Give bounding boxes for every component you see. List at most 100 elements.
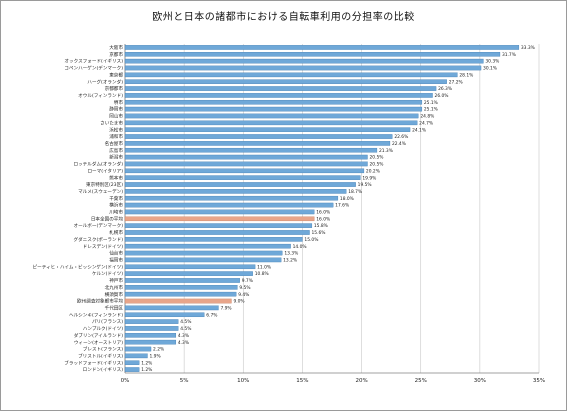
bar-26 <box>124 223 313 228</box>
bar-30 <box>124 250 283 256</box>
value-label-30: 13.3% <box>284 251 298 257</box>
category-label-45: ブリストル(イギリス) <box>78 352 123 359</box>
bar-35 <box>124 285 238 290</box>
bar-8 <box>124 99 423 105</box>
bar-5 <box>124 79 447 84</box>
bar-21 <box>124 189 347 194</box>
value-label-9: 25.1% <box>424 107 438 113</box>
category-label-39: ヘルシンキ(フィンランド) <box>69 312 123 318</box>
bar-38 <box>124 305 219 311</box>
bar-36 <box>124 291 237 297</box>
x-tick-label-7: 35% <box>533 378 545 384</box>
value-label-46: 1.2% <box>141 360 152 366</box>
x-tick-label-4: 20% <box>355 378 367 384</box>
bar-15 <box>124 147 378 153</box>
category-label-24: 川崎市 <box>109 209 123 216</box>
value-label-2: 30.3% <box>485 59 499 65</box>
value-label-4: 28.1% <box>459 72 473 78</box>
bar-14 <box>124 141 391 146</box>
bar-11 <box>124 120 418 126</box>
bar-34 <box>124 278 240 283</box>
bar-27 <box>124 230 310 235</box>
bar-32 <box>124 264 256 270</box>
value-label-12: 24.1% <box>412 127 426 133</box>
category-label-42: ダブリン(アイルランド) <box>74 332 124 339</box>
category-label-17: ロッテルダム(オランダ) <box>73 161 123 168</box>
value-label-0: 33.3% <box>521 45 535 51</box>
bar-28 <box>124 237 303 242</box>
bar-39 <box>124 312 205 318</box>
x-tick-label-5: 25% <box>415 378 427 384</box>
value-label-17: 20.5% <box>369 162 383 168</box>
value-label-15: 21.3% <box>379 148 393 154</box>
value-label-26: 15.8% <box>314 223 328 229</box>
bar-18 <box>124 168 365 174</box>
category-label-3: コペンハーゲン(デンマーク) <box>64 65 123 72</box>
value-label-28: 15.0% <box>304 237 318 243</box>
category-label-10: 岡山市 <box>109 113 123 120</box>
value-label-45: 1.9% <box>149 353 160 359</box>
bar-47 <box>124 367 140 372</box>
category-label-29: ドレスデン(ドイツ) <box>83 243 124 250</box>
bar-7 <box>124 93 433 98</box>
category-label-38: 千代田区 <box>105 304 124 311</box>
bar-17 <box>124 161 368 167</box>
category-label-32: ピーティヒ・ハイム・ビッシンゲン(ドイツ) <box>33 263 124 270</box>
category-label-25: 日本全国の平均 <box>91 215 124 222</box>
value-label-34: 9.7% <box>242 278 253 284</box>
category-label-8: 堺市 <box>114 99 124 106</box>
value-label-22: 18.0% <box>340 196 354 202</box>
bar-22 <box>124 195 339 201</box>
category-label-18: ローマ(イタリア) <box>87 167 123 174</box>
value-label-41: 4.5% <box>180 326 191 332</box>
bar-13 <box>124 134 393 139</box>
value-label-44: 2.2% <box>153 347 164 353</box>
category-label-19: 熊本市 <box>109 174 123 181</box>
category-label-21: マルメ(スウェーデン) <box>78 188 123 195</box>
category-label-9: 静岡市 <box>109 106 123 113</box>
category-label-30: 仙台市 <box>109 250 123 257</box>
bar-25 <box>124 216 315 222</box>
bar-37 <box>124 298 232 304</box>
category-label-0: 大阪市 <box>109 44 123 51</box>
bar-0 <box>124 45 520 50</box>
bar-43 <box>124 339 177 345</box>
bar-9 <box>124 106 423 112</box>
category-label-7: オウル(フィンランド) <box>78 92 123 99</box>
category-label-47: ロンドン(イギリス) <box>83 367 124 373</box>
value-label-7: 26.0% <box>435 93 449 99</box>
x-tick-label-3: 15% <box>296 378 308 384</box>
bar-29 <box>124 243 291 249</box>
category-label-27: 札幌市 <box>109 229 123 236</box>
value-label-29: 14.0% <box>293 244 307 250</box>
bar-33 <box>124 271 253 276</box>
bar-42 <box>124 333 177 338</box>
value-label-13: 22.6% <box>394 134 408 140</box>
category-label-33: ケルン(ドイツ) <box>92 270 123 277</box>
value-label-31: 13.2% <box>283 258 297 264</box>
category-label-13: 浦和市 <box>109 133 123 140</box>
value-label-25: 16.0% <box>316 216 330 222</box>
category-label-23: 横浜市 <box>109 202 123 209</box>
bar-19 <box>124 175 361 180</box>
bar-45 <box>124 353 148 359</box>
chart-title: 欧州と日本の諸都市における自転車利用の分担率の比較 <box>152 12 415 23</box>
value-label-39: 6.7% <box>206 312 217 318</box>
bar-6 <box>124 86 437 91</box>
value-label-3: 30.1% <box>483 66 497 72</box>
bar-3 <box>124 65 482 71</box>
value-label-35: 9.5% <box>239 285 250 291</box>
bar-4 <box>124 72 458 78</box>
category-label-22: 千葉市 <box>109 195 123 202</box>
value-label-43: 4.3% <box>178 340 189 346</box>
category-label-1: 京都市 <box>109 51 123 58</box>
category-label-43: ウィーン(オーストリア) <box>74 339 123 346</box>
value-label-21: 18.7% <box>348 189 362 195</box>
category-label-34: 神戸市 <box>109 277 123 284</box>
category-label-26: オールボー(デンマーク) <box>73 222 123 229</box>
category-label-37: 欧州調査対象都市平均 <box>77 298 123 305</box>
category-label-2: オックスフォード(イギリス) <box>64 59 123 65</box>
value-label-10: 24.8% <box>420 114 434 120</box>
category-label-14: 名古屋市 <box>105 140 124 147</box>
